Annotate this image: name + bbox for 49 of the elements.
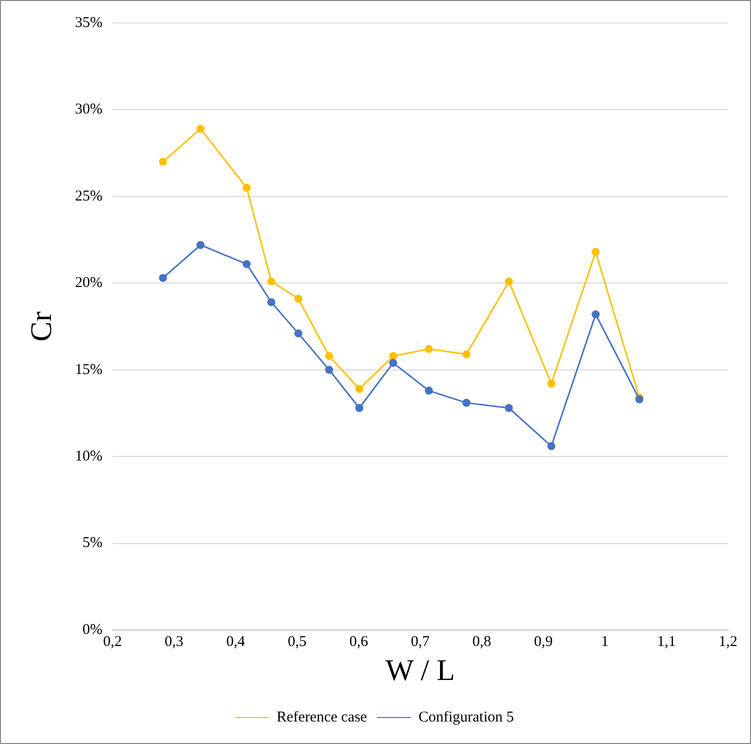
point (355, 384, 364, 393)
x-tick-label: 0,8 (472, 634, 492, 650)
y-axis-title: Cr (24, 311, 58, 342)
point (196, 240, 205, 249)
point (158, 158, 167, 166)
y-tick-label: 35% (74, 14, 102, 31)
legend-label: Reference case (276, 709, 368, 726)
y-tick-label: 10% (74, 448, 102, 465)
point (389, 358, 398, 367)
x-tick-label: 1 (601, 634, 609, 650)
x-tick-label: 1,2 (718, 634, 738, 650)
legend-label: Configuration 5 (418, 709, 514, 726)
y-tick-label: 15% (74, 362, 102, 378)
point (242, 184, 251, 192)
point (424, 345, 433, 354)
point (462, 350, 470, 358)
x-tick-label: 0,2 (103, 634, 122, 650)
point (242, 260, 251, 268)
x-tick-label: 0,7 (410, 634, 430, 650)
point (196, 124, 205, 133)
y-tick-label: 20% (74, 275, 102, 292)
point (547, 442, 556, 450)
x-axis-title: W / L (386, 654, 455, 687)
point (158, 274, 167, 282)
point (294, 329, 302, 338)
point (547, 380, 556, 388)
x-tick-label: 0,3 (164, 634, 184, 650)
y-tick-label: 30% (74, 102, 102, 118)
point (294, 294, 302, 303)
point (389, 352, 398, 360)
x-tick-label: 0,9 (534, 634, 553, 650)
point (462, 398, 470, 407)
y-tick-label: 25% (74, 188, 102, 204)
point (267, 298, 276, 306)
point (424, 386, 433, 395)
point (325, 352, 334, 360)
point (592, 248, 600, 256)
point (504, 404, 513, 412)
y-tick-label: 5% (82, 535, 102, 552)
x-tick-label: 0,4 (226, 634, 246, 650)
point (504, 277, 513, 286)
y-tick-label: 0% (82, 622, 102, 638)
point (592, 310, 600, 318)
point (355, 404, 364, 412)
point (267, 277, 276, 286)
x-tick-label: 1,1 (657, 634, 676, 650)
x-tick-label: 0,5 (288, 634, 307, 650)
x-tick-label: 0,6 (349, 634, 369, 650)
point (325, 366, 334, 374)
